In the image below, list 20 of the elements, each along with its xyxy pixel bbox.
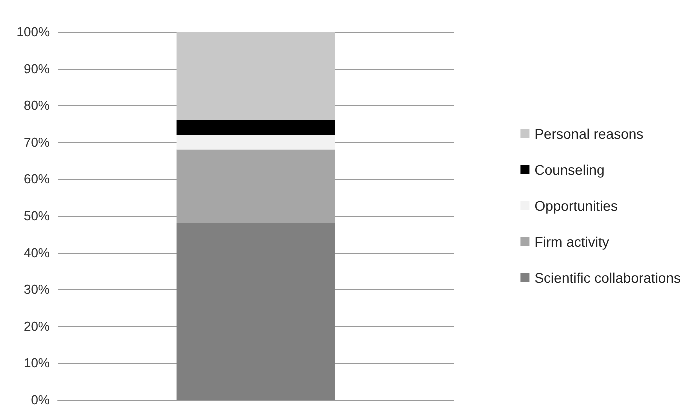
legend-label: Firm activity — [534, 234, 610, 250]
y-tick-label: 100% — [16, 24, 50, 40]
legend-label: Personal reasons — [534, 126, 644, 142]
y-tick-label: 40% — [24, 245, 50, 260]
y-tick-label: 60% — [24, 172, 50, 187]
y-tick-label: 70% — [24, 134, 50, 150]
legend-label: Scientific collaborations — [534, 270, 681, 286]
y-tick-label: 90% — [24, 61, 50, 76]
legend-label: Opportunities — [534, 198, 618, 214]
bar — [176, 135, 336, 150]
y-tick-label: 10% — [24, 356, 50, 371]
bar — [176, 120, 336, 136]
bar — [176, 223, 336, 400]
y-tick-label: 30% — [24, 282, 50, 298]
y-tick-label: 80% — [24, 98, 50, 114]
y-tick-label: 20% — [24, 318, 50, 334]
legend-label: Counseling — [534, 162, 605, 178]
y-tick-label: 0% — [31, 392, 50, 408]
bar — [176, 32, 336, 120]
y-tick-label: 50% — [24, 208, 50, 224]
